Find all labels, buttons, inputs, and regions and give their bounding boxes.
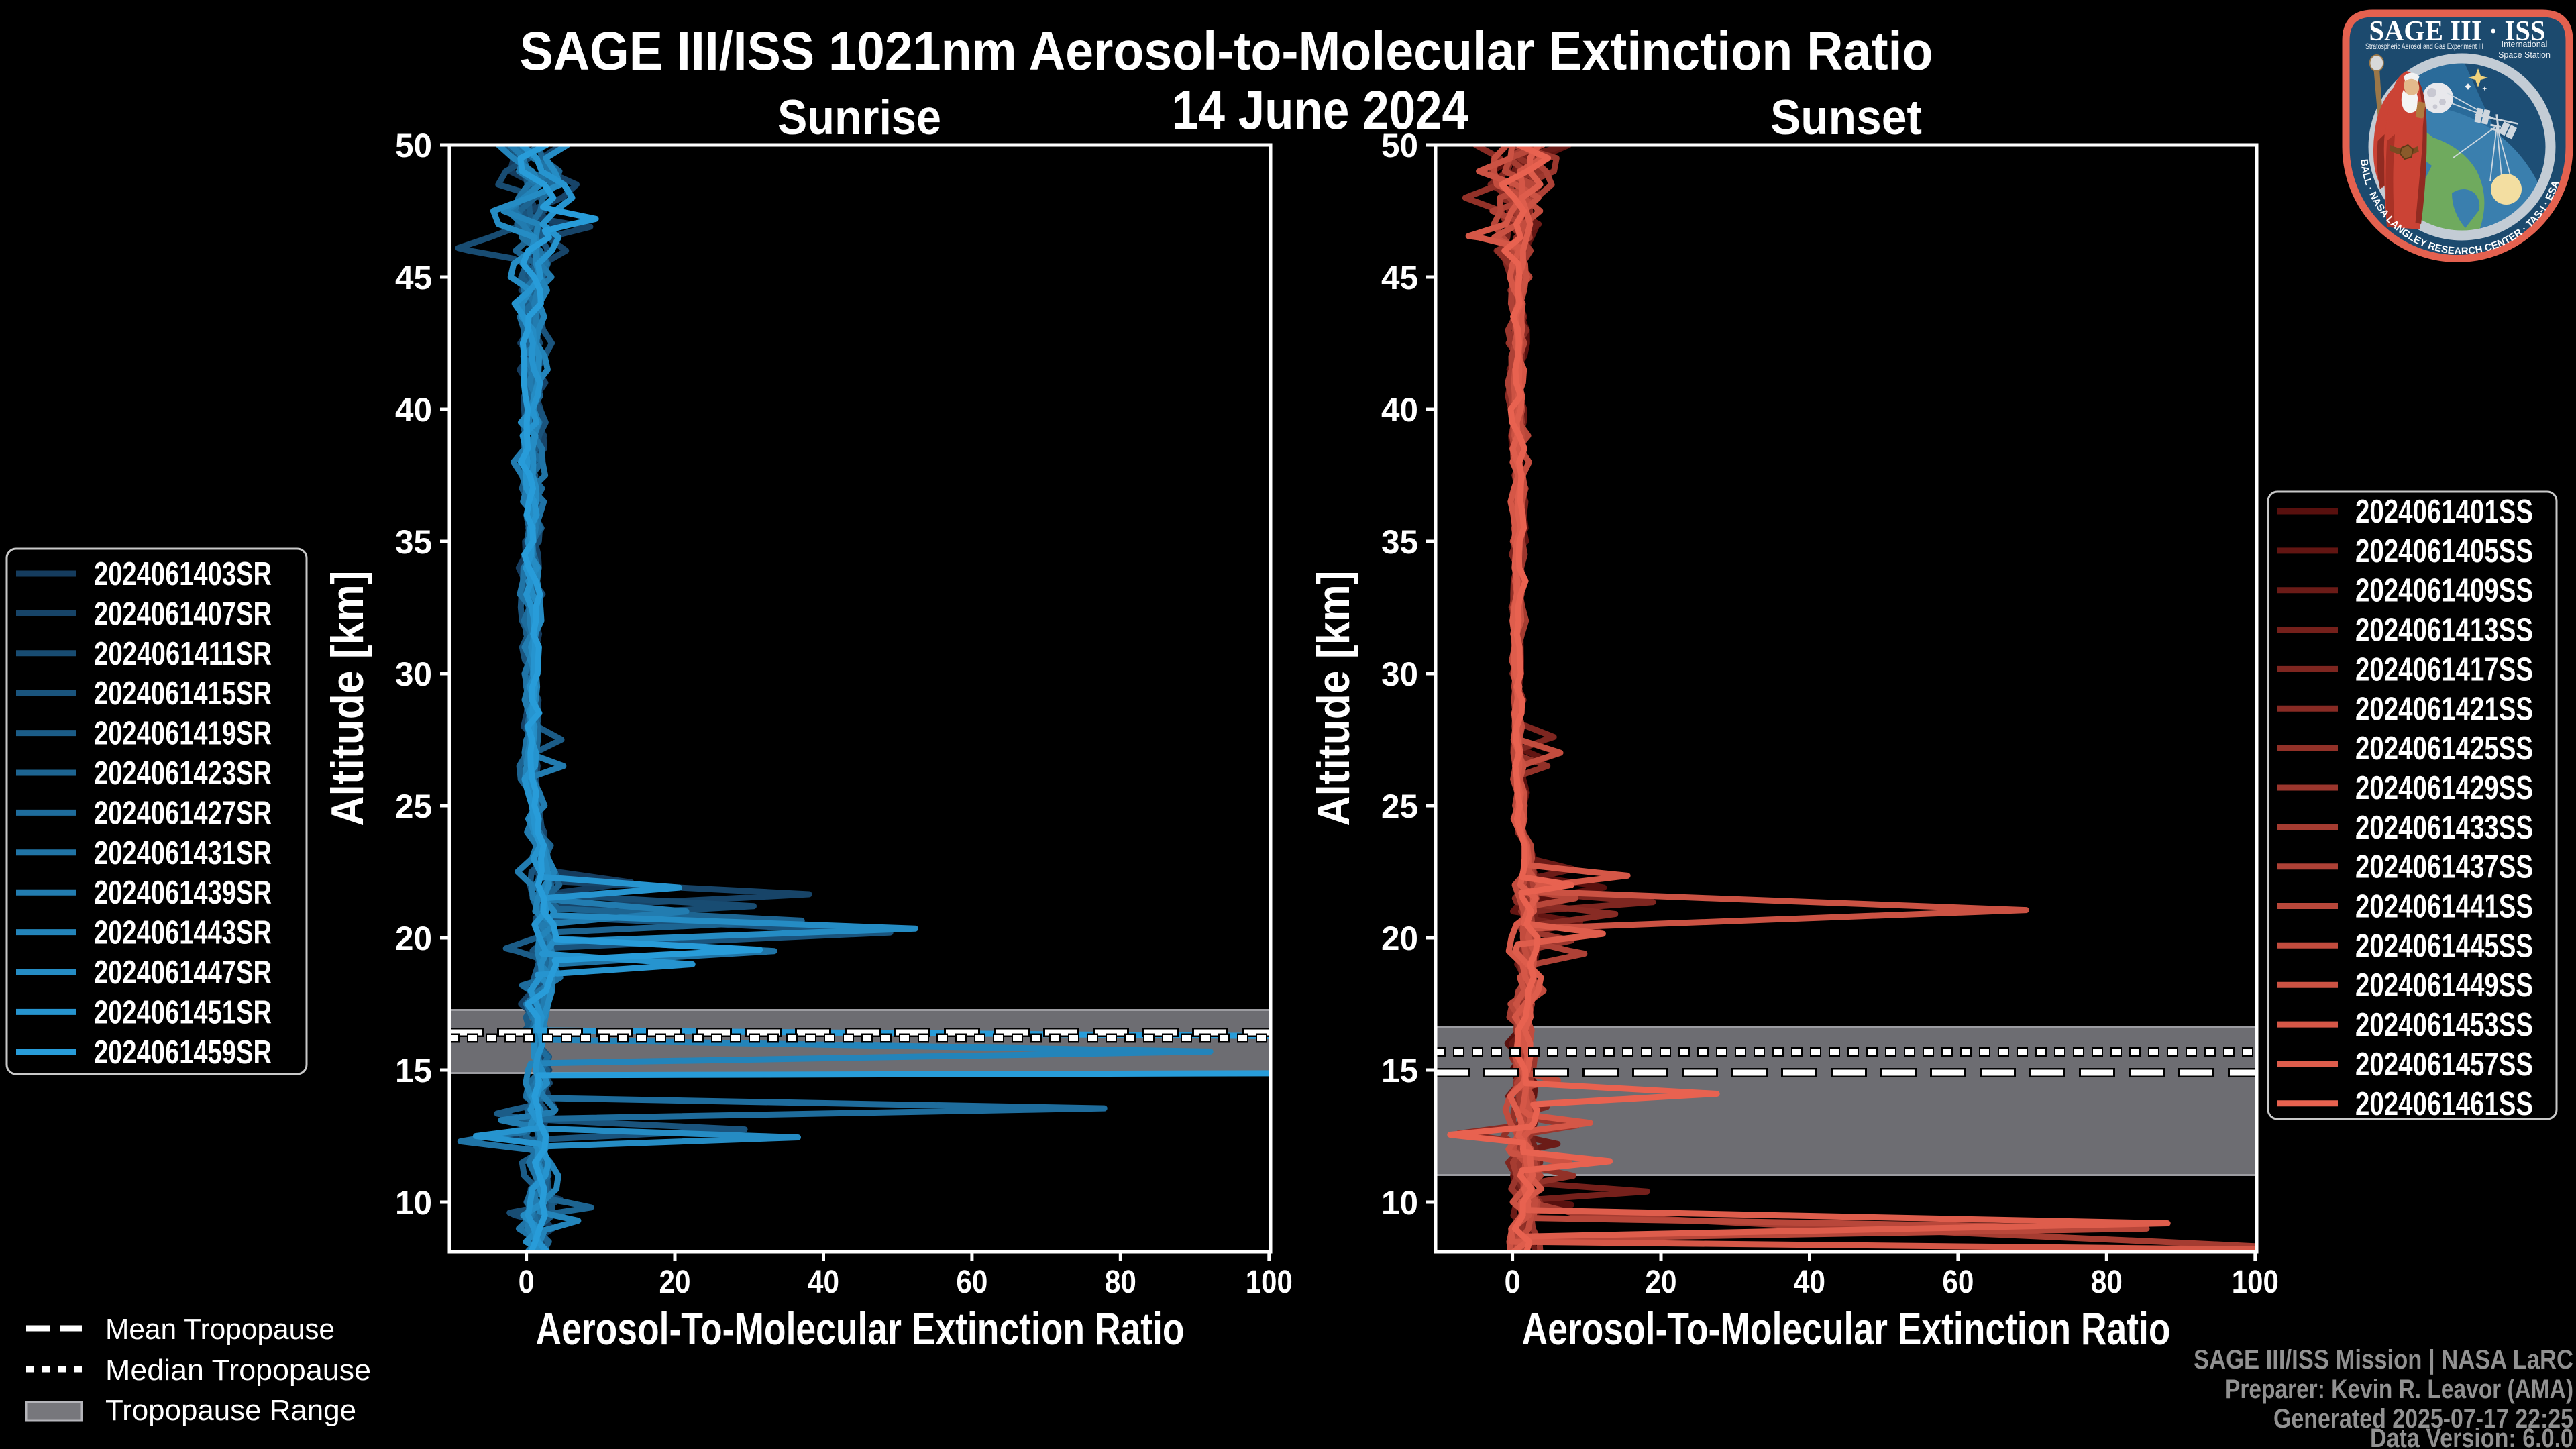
svg-text:14 June 2024: 14 June 2024 [1172, 80, 1468, 141]
svg-text:Altitude [km]: Altitude [km] [1308, 571, 1359, 826]
svg-text:2024061431SR: 2024061431SR [94, 835, 272, 871]
svg-text:2024061425SS: 2024061425SS [2355, 731, 2533, 767]
svg-text:30: 30 [1381, 655, 1418, 693]
svg-text:Mean Tropopause: Mean Tropopause [105, 1313, 335, 1346]
svg-text:40: 40 [808, 1265, 839, 1300]
svg-text:2024061433SS: 2024061433SS [2355, 810, 2533, 846]
svg-text:50: 50 [1381, 127, 1418, 164]
svg-text:2024061413SS: 2024061413SS [2355, 612, 2533, 649]
svg-text:Space Station: Space Station [2498, 50, 2551, 60]
svg-text:2024061411SR: 2024061411SR [94, 636, 272, 672]
svg-text:30: 30 [395, 655, 432, 693]
svg-text:50: 50 [395, 127, 432, 164]
svg-text:2024061451SR: 2024061451SR [94, 994, 272, 1030]
svg-text:2024061445SS: 2024061445SS [2355, 928, 2533, 964]
svg-text:20: 20 [659, 1265, 691, 1300]
svg-text:2024061459SR: 2024061459SR [94, 1034, 272, 1071]
svg-text:2024061405SS: 2024061405SS [2355, 533, 2533, 570]
svg-text:Generated 2025-07-17 22:25: Generated 2025-07-17 22:25 [2273, 1404, 2573, 1434]
svg-text:2024061423SR: 2024061423SR [94, 755, 272, 792]
svg-text:Altitude [km]: Altitude [km] [322, 571, 373, 826]
svg-text:20: 20 [1381, 920, 1418, 957]
svg-text:Sunrise: Sunrise [777, 91, 941, 145]
svg-text:2024061401SS: 2024061401SS [2355, 494, 2533, 530]
svg-text:2024061417SS: 2024061417SS [2355, 651, 2533, 688]
svg-text:2024061439SR: 2024061439SR [94, 875, 272, 911]
svg-text:80: 80 [1105, 1265, 1136, 1300]
svg-text:20: 20 [1646, 1265, 1677, 1300]
svg-text:SAGE III · ISS: SAGE III · ISS [2369, 16, 2546, 47]
svg-text:2024061429SS: 2024061429SS [2355, 770, 2533, 806]
svg-text:2024061407SR: 2024061407SR [94, 596, 272, 632]
svg-text:2024061453SS: 2024061453SS [2355, 1007, 2533, 1043]
svg-text:35: 35 [395, 523, 432, 561]
svg-text:Aerosol-To-Molecular Extinctio: Aerosol-To-Molecular Extinction Ratio [1522, 1303, 2171, 1354]
svg-text:2024061403SR: 2024061403SR [94, 556, 272, 592]
svg-text:Data Version: 6.0.0: Data Version: 6.0.0 [2370, 1424, 2573, 1449]
svg-text:45: 45 [1381, 259, 1418, 297]
svg-text:40: 40 [1794, 1265, 1825, 1300]
svg-text:40: 40 [395, 391, 432, 429]
svg-text:40: 40 [1381, 391, 1418, 429]
svg-text:SAGE III/ISS 1021nm Aerosol-to: SAGE III/ISS 1021nm Aerosol-to-Molecular… [520, 21, 1933, 82]
svg-text:2024061419SR: 2024061419SR [94, 716, 272, 752]
svg-text:International: International [2502, 40, 2548, 49]
svg-text:2024061427SR: 2024061427SR [94, 795, 272, 831]
svg-text:Aerosol-To-Molecular Extinctio: Aerosol-To-Molecular Extinction Ratio [536, 1303, 1185, 1354]
svg-text:Preparer: Kevin R. Leavor (AMA: Preparer: Kevin R. Leavor (AMA) [2225, 1375, 2573, 1404]
svg-text:45: 45 [395, 259, 432, 297]
svg-text:2024061443SR: 2024061443SR [94, 915, 272, 951]
svg-text:10: 10 [1381, 1184, 1418, 1222]
svg-text:2024061449SS: 2024061449SS [2355, 967, 2533, 1004]
svg-text:2024061457SS: 2024061457SS [2355, 1046, 2533, 1083]
svg-text:25: 25 [1381, 788, 1418, 825]
svg-text:2024061447SR: 2024061447SR [94, 955, 272, 991]
svg-text:SAGE III/ISS Mission | NASA La: SAGE III/ISS Mission | NASA LaRC [2194, 1345, 2573, 1375]
svg-text:Sunset: Sunset [1770, 91, 1922, 145]
svg-text:20: 20 [395, 920, 432, 957]
svg-text:2024061415SR: 2024061415SR [94, 676, 272, 712]
svg-text:10: 10 [395, 1184, 432, 1222]
svg-text:25: 25 [395, 788, 432, 825]
svg-text:80: 80 [2091, 1265, 2123, 1300]
svg-text:60: 60 [1942, 1265, 1974, 1300]
svg-text:2024061437SS: 2024061437SS [2355, 849, 2533, 885]
svg-text:0: 0 [1505, 1265, 1521, 1300]
svg-text:Tropopause Range: Tropopause Range [105, 1394, 356, 1427]
svg-text:15: 15 [1381, 1052, 1418, 1089]
svg-text:2024061409SS: 2024061409SS [2355, 573, 2533, 609]
svg-text:35: 35 [1381, 523, 1418, 561]
svg-text:Median Tropopause: Median Tropopause [105, 1354, 371, 1387]
svg-text:60: 60 [956, 1265, 987, 1300]
svg-text:2024061461SS: 2024061461SS [2355, 1086, 2533, 1122]
svg-text:2024061441SS: 2024061441SS [2355, 889, 2533, 925]
svg-text:2024061421SS: 2024061421SS [2355, 691, 2533, 727]
svg-text:15: 15 [395, 1052, 432, 1089]
svg-text:0: 0 [519, 1265, 535, 1300]
svg-text:100: 100 [2232, 1265, 2279, 1300]
svg-text:100: 100 [1246, 1265, 1293, 1300]
svg-text:Stratospheric Aerosol and Gas: Stratospheric Aerosol and Gas Experiment… [2365, 42, 2483, 51]
